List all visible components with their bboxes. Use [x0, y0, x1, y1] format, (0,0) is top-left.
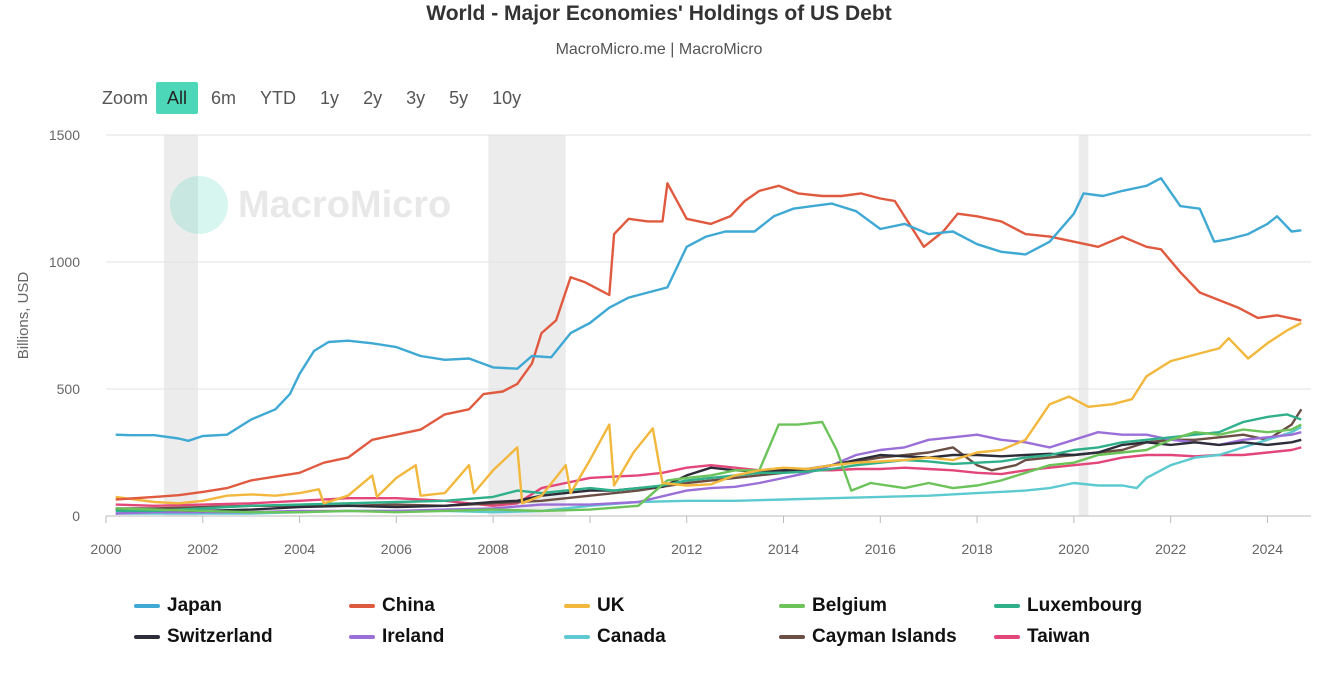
legend-label: China: [382, 594, 435, 616]
legend-label: Canada: [597, 625, 666, 647]
legend-item-taiwan[interactable]: Taiwan: [994, 626, 1209, 648]
legend-swatch: [779, 603, 805, 608]
x-tick-label: 2004: [284, 541, 315, 557]
zoom-1y-button[interactable]: 1y: [320, 88, 340, 108]
shaded-period-2: [1078, 135, 1089, 516]
x-tick-label: 2024: [1252, 541, 1283, 557]
x-tick-label: 2018: [962, 541, 993, 557]
legend-swatch: [134, 634, 160, 639]
zoom-label: Zoom: [102, 87, 149, 108]
legend-item-cayman-islands[interactable]: Cayman Islands: [779, 626, 994, 648]
legend-row: Japan China UK Belgium Luxembourg: [134, 590, 1274, 621]
series-line-uk: [115, 321, 1302, 505]
x-tick-label: 2010: [574, 541, 605, 557]
x-tick-label: 2016: [865, 541, 896, 557]
watermark-text: MacroMicro: [238, 183, 452, 226]
x-tick-label: 2000: [90, 541, 121, 557]
y-tick-label: 500: [57, 381, 81, 397]
legend-label: Cayman Islands: [812, 625, 957, 647]
legend-item-canada[interactable]: Canada: [564, 626, 779, 648]
legend-item-uk[interactable]: UK: [564, 595, 779, 617]
legend-item-belgium[interactable]: Belgium: [779, 595, 994, 617]
legend-item-luxembourg[interactable]: Luxembourg: [994, 595, 1209, 617]
zoom-all-button[interactable]: All: [156, 82, 199, 114]
x-tick-label: 2022: [1155, 541, 1186, 557]
legend-swatch: [349, 634, 375, 639]
legend-label: Taiwan: [1027, 625, 1090, 647]
y-axis-label: Billions, USD: [15, 272, 32, 360]
zoom-6m-button[interactable]: 6m: [211, 88, 237, 108]
y-tick-label: 1000: [49, 254, 80, 270]
legend-item-japan[interactable]: Japan: [134, 595, 349, 617]
x-tick-label: 2012: [671, 541, 702, 557]
legend-item-ireland[interactable]: Ireland: [349, 626, 564, 648]
chart-legend: Japan China UK Belgium Luxembourg Switzerland…: [134, 590, 1274, 652]
x-tick-label: 2008: [478, 541, 509, 557]
zoom-3y-button[interactable]: 3y: [406, 88, 426, 108]
legend-label: Ireland: [382, 625, 445, 647]
chart-title: World - Major Economies' Holdings of US …: [426, 2, 892, 25]
y-tick-label: 0: [72, 508, 80, 524]
series-line-japan: [115, 177, 1302, 442]
legend-row: Switzerland Ireland Canada Cayman Islands Ta…: [134, 621, 1274, 652]
legend-label: Japan: [167, 594, 222, 616]
watermark-logo-icon: [170, 176, 228, 234]
zoom-10y-button[interactable]: 10y: [492, 88, 522, 108]
series-line-luxembourg: [115, 413, 1302, 513]
legend-item-switzerland[interactable]: Switzerland: [134, 626, 349, 648]
chart-subtitle: MacroMicro.me | MacroMicro: [555, 41, 763, 58]
legend-label: UK: [597, 594, 625, 616]
legend-swatch: [779, 634, 805, 639]
series-line-belgium: [115, 420, 1302, 514]
legend-swatch: [349, 603, 375, 608]
legend-swatch: [564, 634, 590, 639]
legend-swatch: [134, 603, 160, 608]
zoom-2y-button[interactable]: 2y: [363, 88, 383, 108]
shaded-period-0: [164, 135, 198, 516]
x-tick-label: 2006: [381, 541, 412, 557]
legend-label: Switzerland: [167, 625, 273, 647]
x-tick-label: 2020: [1058, 541, 1089, 557]
legend-item-china[interactable]: China: [349, 595, 564, 617]
legend-swatch: [994, 634, 1020, 639]
y-tick-label: 1500: [49, 127, 80, 143]
series-line-cayman-islands: [115, 408, 1303, 510]
legend-swatch: [994, 603, 1020, 608]
zoom-selector: Zoom All 6m YTD 1y 2y 3y 5y 10y: [102, 82, 534, 114]
legend-label: Belgium: [812, 594, 887, 616]
shaded-period-1: [488, 135, 566, 516]
series-line-china: [115, 182, 1302, 501]
legend-label: Luxembourg: [1027, 594, 1143, 616]
x-tick-label: 2014: [768, 541, 799, 557]
zoom-5y-button[interactable]: 5y: [449, 88, 469, 108]
x-tick-label: 2002: [187, 541, 218, 557]
legend-swatch: [564, 603, 590, 608]
zoom-ytd-button[interactable]: YTD: [260, 88, 297, 108]
watermark: MacroMicro: [170, 176, 451, 234]
